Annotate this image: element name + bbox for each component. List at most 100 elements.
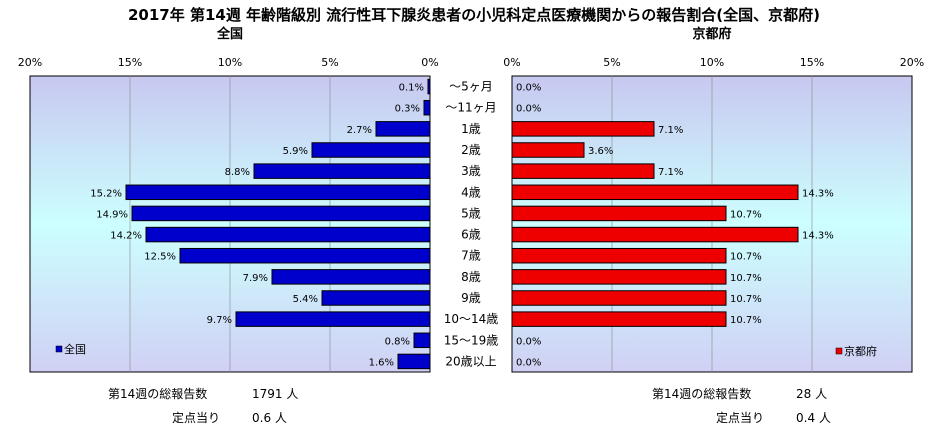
bar-left [321, 290, 431, 306]
footer-right: 第14週の総報告数 28 人 定点当り 0.4 人 [652, 386, 831, 425]
footer-right-per-label: 定点当り [716, 410, 764, 425]
value-label-left: 2.7% [347, 125, 372, 136]
bar-right [511, 269, 727, 285]
footer-left-total-value: 1791 人 [252, 387, 298, 401]
bar-right [511, 226, 799, 243]
tick-label-right: 15% [800, 56, 824, 69]
footer-right-total-value: 28 人 [796, 387, 827, 401]
value-label-right: 0.0% [516, 336, 541, 347]
category-label: ～5ヶ月 [449, 80, 493, 94]
bar-left [423, 99, 431, 116]
legend-swatch-right [835, 347, 843, 355]
tick-label-left: 20% [18, 56, 42, 69]
value-label-left: 1.6% [369, 357, 394, 368]
value-label-right: 10.7% [730, 209, 762, 220]
category-labels: ～5ヶ月 ～11ヶ月 1歳 2歳 3歳 4歳 5歳 6歳 7歳 8歳 9歳 10～14歳 15～19歳 2… [444, 80, 499, 369]
bars [125, 78, 799, 370]
bar-left [413, 332, 431, 349]
axis-ticks: 0% 0% 5% 5% 10% 10% 15% 15% 20% 20% [18, 56, 924, 69]
bar-left [125, 184, 431, 201]
value-label-left: 5.9% [283, 146, 308, 157]
footer-left-per-label: 定点当り [172, 410, 220, 425]
value-label-right: 3.6% [588, 146, 613, 157]
value-label-right: 10.7% [730, 294, 762, 305]
footer-right-per-value: 0.4 人 [796, 411, 831, 425]
tick-label-right: 5% [603, 56, 620, 69]
bar-right [511, 205, 727, 222]
value-label-right: 14.3% [802, 188, 834, 199]
value-label-right: 0.0% [516, 83, 541, 94]
value-label-right: 10.7% [730, 273, 762, 284]
value-label-left: 14.2% [110, 231, 142, 242]
value-label-left: 0.3% [395, 104, 420, 115]
bar-left [253, 163, 431, 179]
category-label: 10～14歳 [444, 312, 499, 326]
footer-left-total-label: 第14週の総報告数 [108, 386, 207, 401]
footer-right-total-label: 第14週の総報告数 [652, 386, 751, 401]
category-label: 15～19歳 [444, 333, 499, 347]
category-label: 5歳 [461, 206, 481, 220]
tick-label-right: 20% [900, 56, 924, 69]
bar-left [271, 269, 431, 285]
right-panel-title: 京都府 [692, 26, 731, 42]
category-label: 3歳 [461, 164, 481, 178]
bar-left [235, 311, 431, 327]
bar-right [511, 184, 799, 201]
value-label-left: 0.8% [385, 336, 410, 347]
legend-right: 京都府 [835, 344, 877, 358]
bar-right [511, 163, 655, 179]
value-label-left: 14.9% [96, 209, 128, 220]
category-label: ～11ヶ月 [445, 101, 496, 115]
value-label-left: 5.4% [293, 294, 318, 305]
bar-left [375, 121, 431, 137]
bar-right [511, 290, 727, 306]
tick-label-left: 0% [421, 56, 438, 69]
left-panel-title: 全国 [216, 26, 243, 42]
category-label: 7歳 [461, 249, 481, 263]
bar-left [311, 142, 431, 158]
category-label: 20歳以上 [445, 354, 496, 368]
tick-label-left: 15% [118, 56, 142, 69]
category-label: 9歳 [461, 291, 481, 305]
value-label-left: 7.9% [243, 273, 268, 284]
legend-left: 全国 [55, 342, 86, 356]
bar-left [397, 353, 431, 370]
chart-title: 2017年 第14週 年齢階級別 流行性耳下腺炎患者の小児科定点医療機関からの報… [128, 6, 820, 24]
value-label-left: 15.2% [90, 188, 122, 199]
tick-label-left: 5% [321, 56, 338, 69]
value-label-right: 0.0% [516, 357, 541, 368]
value-label-right: 14.3% [802, 231, 834, 242]
tick-label-left: 10% [218, 56, 242, 69]
bar-left [145, 226, 431, 243]
value-label-right: 10.7% [730, 252, 762, 263]
category-label: 8歳 [461, 270, 481, 284]
tick-label-right: 10% [700, 56, 724, 69]
value-label-right: 7.1% [658, 125, 683, 136]
category-label: 6歳 [461, 228, 481, 242]
value-label-right: 7.1% [658, 167, 683, 178]
value-label-right: 0.0% [516, 104, 541, 115]
bar-right [511, 311, 727, 327]
value-label-left: 0.1% [399, 83, 424, 94]
bar-left [131, 205, 431, 222]
bar-left [427, 78, 431, 95]
value-label-left: 8.8% [225, 167, 250, 178]
legend-label-left: 全国 [64, 342, 86, 356]
category-label: 4歳 [461, 185, 481, 199]
value-label-left: 9.7% [207, 315, 232, 326]
value-label-left: 12.5% [144, 252, 176, 263]
footer-left-per-value: 0.6 人 [252, 411, 287, 425]
bar-right [511, 142, 585, 158]
legend-swatch-left [55, 345, 63, 353]
bar-left [179, 247, 431, 264]
category-label: 1歳 [461, 122, 481, 136]
footer-left: 第14週の総報告数 1791 人 定点当り 0.6 人 [108, 386, 298, 425]
category-label: 2歳 [461, 143, 481, 157]
bar-right [511, 247, 727, 264]
bar-right [511, 121, 655, 137]
tick-label-right: 0% [503, 56, 520, 69]
value-labels: 0.1% 0.0% 0.3% 0.0% 2.7% 7.1% 5.9% 3.6% 8.8% 7.1%… [90, 83, 834, 369]
value-label-right: 10.7% [730, 315, 762, 326]
legend-label-right: 京都府 [844, 344, 877, 358]
